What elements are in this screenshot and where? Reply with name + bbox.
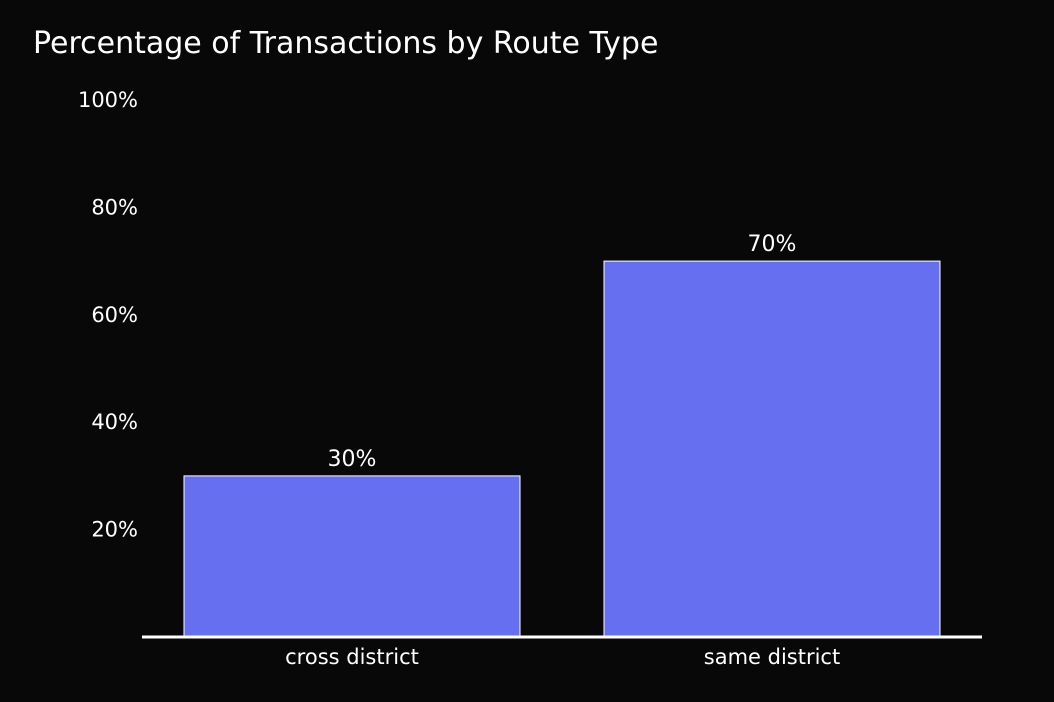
y-tick-label: 80% <box>91 195 138 219</box>
bar-data-label: 30% <box>328 447 377 472</box>
bar-cross-district <box>183 475 521 638</box>
y-tick-label: 100% <box>78 88 138 112</box>
bar-data-labels: 30% 70% <box>328 232 797 472</box>
bar-data-label: 70% <box>748 232 797 257</box>
x-tick-label: cross district <box>285 645 419 669</box>
x-axis-ticks: cross district same district <box>285 645 840 669</box>
bars <box>183 260 941 638</box>
y-tick-label: 60% <box>91 303 138 327</box>
bar-same-district <box>603 260 941 638</box>
y-tick-label: 20% <box>91 518 138 542</box>
x-tick-label: same district <box>704 645 840 669</box>
y-tick-label: 40% <box>91 410 138 434</box>
y-axis-ticks: 20% 40% 60% 80% 100% <box>78 88 138 542</box>
chart-title: Percentage of Transactions by Route Type <box>33 26 659 61</box>
